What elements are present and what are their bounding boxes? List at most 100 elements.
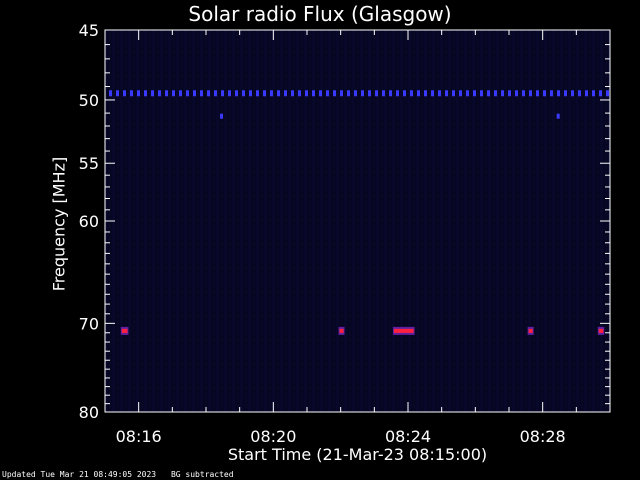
x-axis-label: Start Time (21-Mar-23 08:15:00): [227, 445, 488, 464]
rfi-line-segment: [508, 90, 511, 97]
background-note: BG subtracted: [170, 470, 234, 479]
rfi-line-segment: [410, 90, 413, 97]
y-tick-label: 45: [79, 21, 99, 40]
rfi-line-segment: [291, 90, 294, 97]
rfi-line-segment: [158, 90, 161, 97]
rfi-line-segment: [536, 90, 539, 97]
rfi-line-segment: [592, 90, 595, 97]
y-axis: 45 50 55 60 70 80: [79, 21, 610, 422]
rfi-line-segment: [109, 90, 112, 97]
rfi-line-segment: [564, 90, 567, 97]
x-tick-label: 08:28: [520, 427, 566, 446]
x-tick-label: 08:20: [250, 427, 296, 446]
radio-burst: [339, 328, 344, 333]
rfi-line-segment: [417, 90, 420, 97]
rfi-line-segment: [550, 90, 553, 97]
rfi-line-segment: [522, 90, 525, 97]
rfi-line-segment: [179, 90, 182, 97]
updated-timestamp: Updated Tue Mar 21 08:49:05 2023: [2, 470, 157, 479]
rfi-line-segment: [606, 90, 609, 97]
y-axis-label: Frequency [MHz]: [49, 156, 69, 292]
rfi-line-segment: [186, 90, 189, 97]
rfi-line-segment: [340, 90, 343, 97]
rfi-line-segment: [557, 90, 560, 97]
rfi-line-segment: [438, 90, 441, 97]
radio-burst: [121, 328, 128, 333]
rfi-line-segment: [585, 90, 588, 97]
rfi-spot: [220, 113, 224, 119]
rfi-line-segment: [298, 90, 301, 97]
rfi-line-segment: [270, 90, 273, 97]
rfi-line-segment: [389, 90, 392, 97]
rfi-line-segment: [207, 90, 210, 97]
rfi-line-segment: [137, 90, 140, 97]
radio-burst: [598, 328, 604, 333]
chart-title: Solar radio Flux (Glasgow): [188, 2, 452, 26]
radio-burst: [528, 328, 533, 333]
rfi-line-segment: [305, 90, 308, 97]
x-axis: 08:16 08:20 08:24 08:28: [104, 30, 611, 446]
rfi-line-segment: [361, 90, 364, 97]
rfi-line-segment: [116, 90, 119, 97]
rfi-line-segment: [130, 90, 133, 97]
rfi-line-segment: [193, 90, 196, 97]
rfi-line-segment: [200, 90, 203, 97]
rfi-line-segment: [424, 90, 427, 97]
rfi-line-segment: [123, 90, 126, 97]
rfi-line-segment: [480, 90, 483, 97]
rfi-line-segment: [375, 90, 378, 97]
rfi-line-segment: [494, 90, 497, 97]
rfi-line-segment: [487, 90, 490, 97]
rfi-line-segment: [284, 90, 287, 97]
rfi-line-segment: [466, 90, 469, 97]
rfi-line-segment: [578, 90, 581, 97]
y-tick-label: 55: [79, 154, 99, 173]
y-tick-label: 50: [79, 91, 99, 110]
chart-marks: [109, 90, 609, 335]
rfi-line-segment: [354, 90, 357, 97]
rfi-line-segment: [333, 90, 336, 97]
rfi-line-segment: [326, 90, 329, 97]
x-tick-label: 08:16: [116, 427, 162, 446]
radio-burst: [393, 328, 414, 333]
rfi-line-segment: [368, 90, 371, 97]
rfi-line-segment: [228, 90, 231, 97]
rfi-line-segment: [172, 90, 175, 97]
rfi-line-segment: [144, 90, 147, 97]
plot-area: [105, 30, 610, 412]
rfi-line-segment: [242, 90, 245, 97]
rfi-line-segment: [529, 90, 532, 97]
rfi-line-segment: [312, 90, 315, 97]
rfi-line-segment: [501, 90, 504, 97]
rfi-line-segment: [347, 90, 350, 97]
rfi-line-segment: [571, 90, 574, 97]
rfi-line-segment: [543, 90, 546, 97]
x-tick-label: 08:24: [385, 427, 431, 446]
rfi-line-segment: [249, 90, 252, 97]
rfi-line-segment: [459, 90, 462, 97]
rfi-line-segment: [151, 90, 154, 97]
rfi-line-segment: [396, 90, 399, 97]
rfi-line-segment: [452, 90, 455, 97]
rfi-line-segment: [445, 90, 448, 97]
rfi-line-segment: [277, 90, 280, 97]
footer: Updated Tue Mar 21 08:49:05 2023 BG subt…: [2, 470, 244, 479]
rfi-line-segment: [221, 90, 224, 97]
y-tick-label: 60: [79, 212, 99, 231]
rfi-spot: [556, 113, 560, 119]
rfi-line-segment: [473, 90, 476, 97]
y-tick-label: 70: [79, 314, 99, 333]
rfi-line-segment: [235, 90, 238, 97]
rfi-line-segment: [382, 90, 385, 97]
rfi-line-segment: [403, 90, 406, 97]
rfi-line-segment: [431, 90, 434, 97]
rfi-line-segment: [319, 90, 322, 97]
rfi-line-segment: [256, 90, 259, 97]
rfi-line-segment: [599, 90, 602, 97]
rfi-line-segment: [515, 90, 518, 97]
rfi-line-segment: [263, 90, 266, 97]
rfi-line-segment: [214, 90, 217, 97]
y-tick-label: 80: [79, 403, 99, 422]
rfi-line-segment: [165, 90, 168, 97]
